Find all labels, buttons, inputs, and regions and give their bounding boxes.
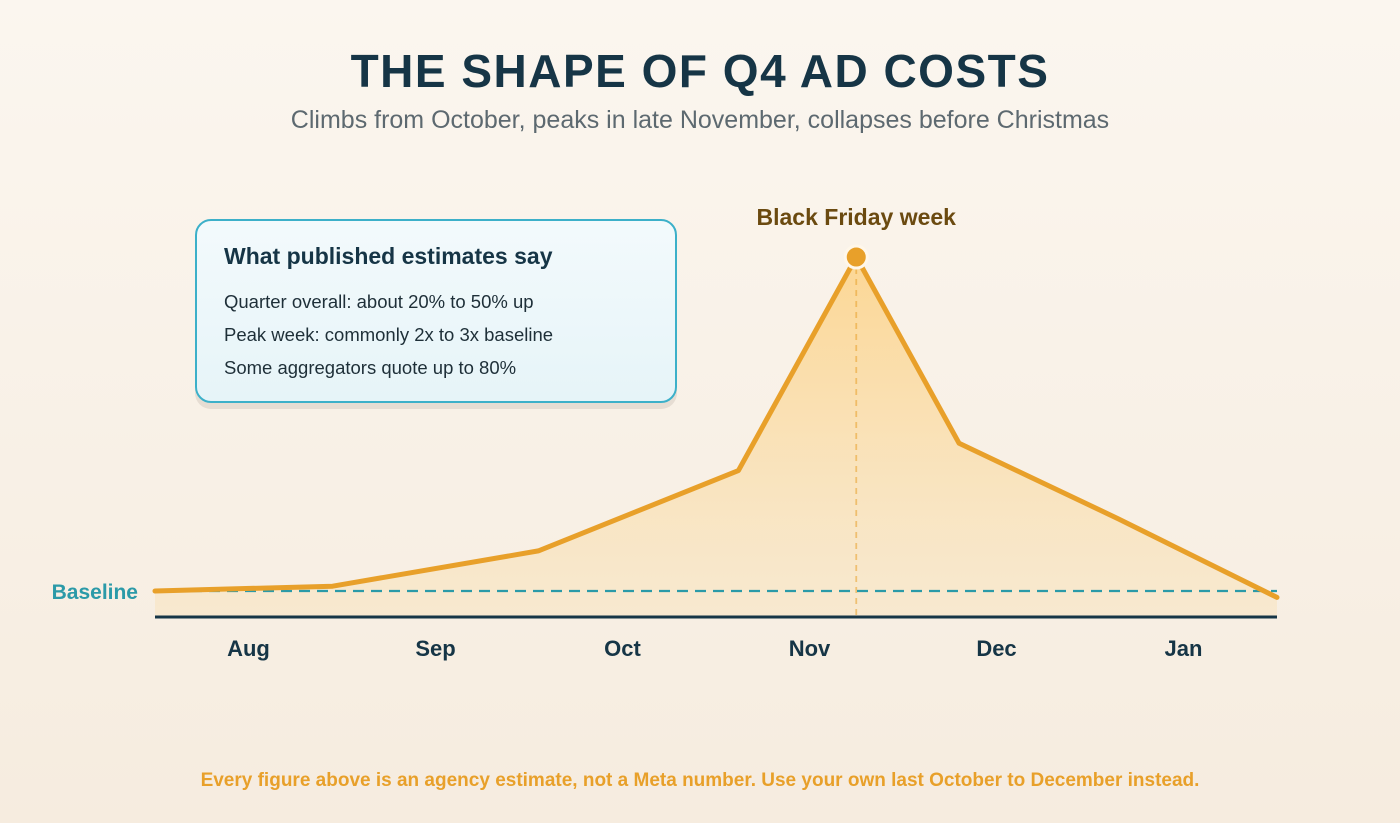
callout-line-peak-week: Peak week: commonly 2x to 3x baseline bbox=[224, 324, 554, 345]
x-tick-label-sep: Sep bbox=[415, 636, 455, 661]
cost-series-line bbox=[152, 254, 1280, 600]
peak-label: Black Friday week bbox=[757, 204, 957, 230]
callout-heading: What published estimates say bbox=[224, 243, 553, 269]
cost-area-fill bbox=[155, 257, 1277, 617]
footer-note: Every figure above is an agency estimate… bbox=[200, 770, 1200, 791]
x-tick-label-dec: Dec bbox=[976, 636, 1016, 661]
callout-line-aggregators: Some aggregators quote up to 80% bbox=[224, 357, 517, 378]
estimates-callout: What published estimates say Quarter ove… bbox=[195, 219, 677, 403]
x-tick-label-aug: Aug bbox=[227, 636, 270, 661]
x-tick-label-oct: Oct bbox=[604, 636, 641, 661]
peak-marker bbox=[843, 244, 869, 270]
callout-line-quarter: Quarter overall: about 20% to 50% up bbox=[224, 291, 534, 312]
chart-subtitle: Climbs from October, peaks in late Novem… bbox=[290, 106, 1110, 134]
chart-title: THE SHAPE OF Q4 AD COSTS bbox=[350, 45, 1050, 97]
x-tick-label-jan: Jan bbox=[1165, 636, 1203, 661]
baseline-label: Baseline bbox=[52, 581, 138, 604]
x-tick-label-nov: Nov bbox=[789, 636, 831, 661]
